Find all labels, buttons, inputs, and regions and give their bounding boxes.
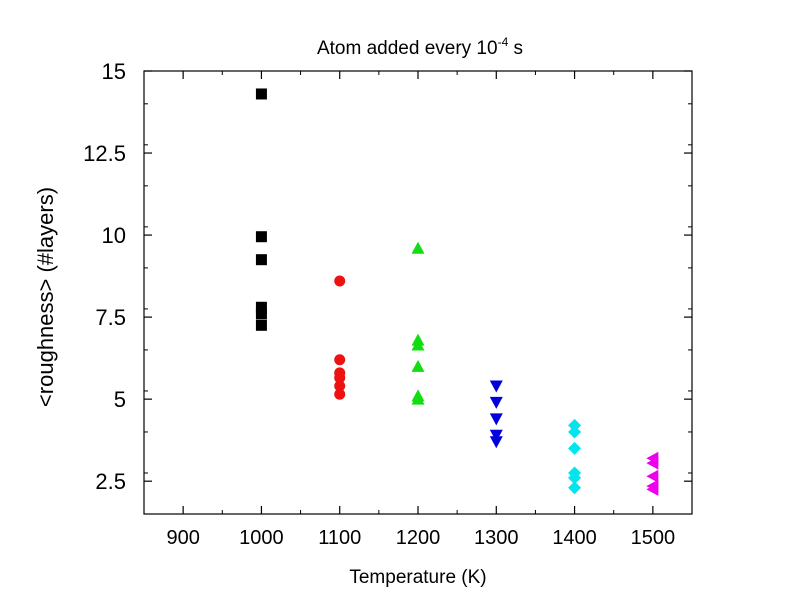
data-point-series-3 [489, 436, 503, 449]
data-point-series-5 [646, 456, 659, 470]
data-point-series-0 [255, 319, 267, 331]
y-tick-label: 5 [114, 387, 126, 412]
data-point-series-2 [411, 392, 425, 405]
data-point-series-1 [334, 354, 346, 366]
x-tick-label: 900 [166, 527, 199, 549]
data-point-series-3 [489, 413, 503, 426]
chart-title-suffix: s [508, 38, 523, 59]
data-point-series-4 [568, 418, 582, 432]
chart-title-prefix: Atom added every 10 [317, 38, 498, 59]
data-point-series-3 [489, 396, 503, 409]
data-point-series-0 [255, 231, 267, 243]
y-axis-label: <roughness> (#layers) [33, 187, 58, 407]
data-point-series-2 [411, 338, 425, 351]
data-point-series-2 [411, 359, 425, 372]
y-tick-label: 7.5 [95, 305, 126, 330]
data-point-series-1 [334, 372, 346, 384]
data-point-series-3 [489, 429, 503, 442]
data-point-series-5 [646, 482, 659, 496]
data-point-series-4 [568, 425, 582, 439]
data-point-series-1 [334, 380, 346, 392]
chart-title: Atom added every 10-4 s [317, 35, 523, 59]
y-tick-label: 12.5 [83, 141, 126, 166]
x-tick-label: 1400 [552, 527, 597, 549]
x-axis-label: Temperature (K) [349, 567, 486, 588]
data-point-series-0 [255, 88, 267, 100]
y-axis: 2.5 5 7.5 10 12.5 15 [83, 59, 692, 515]
x-tick-label: 1200 [396, 527, 441, 549]
y-tick-label: 10 [102, 223, 126, 248]
x-tick-label: 1100 [318, 527, 361, 549]
data-point-series-0 [255, 254, 267, 266]
data-point-series-0 [255, 308, 267, 320]
data-point-series-4 [568, 471, 582, 485]
data-point-series-1 [334, 275, 346, 287]
data-points [255, 88, 659, 496]
data-point-series-3 [489, 380, 503, 393]
x-axis: 900 1000 1100 1200 1300 1400 1500 [143, 71, 693, 549]
data-point-series-4 [568, 441, 582, 455]
data-point-series-0 [255, 301, 267, 313]
chart-title-superscript: -4 [498, 35, 509, 49]
y-tick-label: 15 [102, 59, 126, 84]
x-tick-label: 1300 [474, 527, 519, 549]
y-tick-label: 2.5 [95, 469, 126, 494]
data-point-series-5 [646, 469, 659, 483]
data-point-series-4 [568, 481, 582, 495]
data-point-series-1 [334, 388, 346, 400]
x-tick-label: 1500 [631, 527, 676, 549]
data-point-series-2 [411, 241, 425, 254]
plot-frame [143, 70, 693, 515]
x-tick-label: 1000 [239, 527, 284, 549]
